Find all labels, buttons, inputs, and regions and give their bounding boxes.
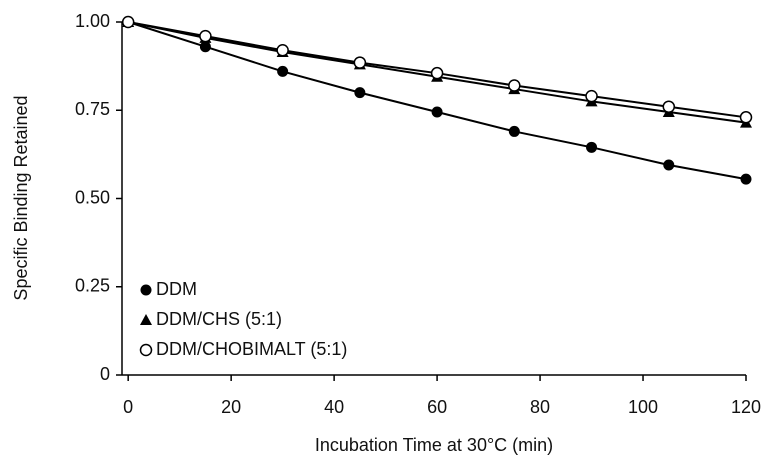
legend-marker bbox=[140, 284, 152, 296]
x-tick-label: 80 bbox=[530, 397, 550, 417]
x-tick-label: 40 bbox=[324, 397, 344, 417]
x-axis-title: Incubation Time at 30°C (min) bbox=[315, 435, 553, 455]
marker bbox=[277, 65, 289, 77]
marker bbox=[585, 89, 598, 103]
marker bbox=[586, 141, 598, 153]
marker bbox=[199, 41, 211, 53]
y-tick-label: 1.00 bbox=[75, 11, 110, 31]
legend-marker bbox=[140, 314, 152, 325]
x-tick-label: 100 bbox=[628, 397, 658, 417]
marker bbox=[508, 125, 520, 137]
x-tick-label: 120 bbox=[731, 397, 761, 417]
marker bbox=[121, 15, 135, 29]
marker bbox=[431, 106, 443, 118]
marker bbox=[508, 79, 521, 92]
x-tick-label: 0 bbox=[123, 397, 133, 417]
marker bbox=[663, 159, 675, 171]
legend-label: DDM bbox=[156, 279, 197, 299]
legend-label: DDM/CHOBIMALT (5:1) bbox=[156, 339, 347, 359]
marker bbox=[740, 173, 752, 185]
marker bbox=[354, 87, 366, 99]
legend-marker bbox=[139, 343, 153, 357]
marker bbox=[276, 43, 289, 57]
y-tick-label: 0.25 bbox=[75, 276, 110, 296]
x-tick-label: 20 bbox=[221, 397, 241, 417]
marker bbox=[199, 29, 212, 43]
y-tick-label: 0 bbox=[100, 364, 110, 384]
marker bbox=[430, 66, 444, 80]
y-tick-label: 0.50 bbox=[75, 187, 110, 207]
x-tick-label: 60 bbox=[427, 397, 447, 417]
series-line bbox=[127, 21, 747, 181]
legend-label: DDM/CHS (5:1) bbox=[156, 309, 282, 329]
y-axis-title: Specific Binding Retained bbox=[11, 95, 31, 300]
marker bbox=[353, 56, 367, 69]
y-tick-label: 0.75 bbox=[75, 99, 110, 119]
marker bbox=[662, 100, 676, 113]
marker bbox=[739, 111, 753, 124]
